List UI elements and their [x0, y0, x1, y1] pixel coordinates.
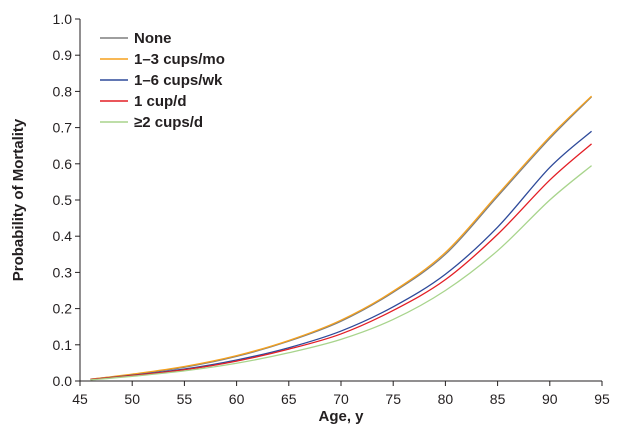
x-tick-label: 90	[542, 391, 558, 407]
x-tick-label: 50	[124, 391, 140, 407]
y-tick-label: 0.8	[53, 83, 73, 99]
x-tick-label: 70	[333, 391, 349, 407]
x-tick-label: 55	[177, 391, 193, 407]
legend-label: 1–6 cups/wk	[134, 72, 223, 89]
series-line-0	[90, 96, 593, 380]
y-tick-label: 0.9	[53, 47, 73, 63]
y-tick-label: 0.0	[53, 373, 73, 389]
series-line-2	[90, 130, 592, 381]
x-tick-label: 60	[229, 391, 245, 407]
series-line-1	[90, 95, 593, 380]
x-tick-label: 95	[594, 391, 610, 407]
y-tick-label: 0.2	[53, 301, 73, 317]
series-line-4	[90, 165, 592, 381]
y-tick-label: 0.1	[53, 337, 73, 353]
y-tick-label: 0.5	[53, 192, 73, 208]
legend-label: ≥2 cups/d	[134, 114, 203, 131]
series-line-3	[90, 143, 592, 381]
x-tick-label: 65	[281, 391, 297, 407]
y-tick-label: 0.7	[53, 120, 73, 136]
x-tick-label: 45	[72, 391, 88, 407]
y-axis-title: Probability of Mortality	[10, 118, 27, 281]
legend-label: 1–3 cups/mo	[134, 51, 225, 68]
y-tick-label: 0.3	[53, 264, 73, 280]
y-tick-label: 0.4	[53, 228, 73, 244]
x-tick-label: 80	[438, 391, 454, 407]
x-tick-label: 85	[490, 391, 506, 407]
legend-label: 1 cup/d	[134, 93, 187, 110]
x-tick-label: 75	[385, 391, 401, 407]
y-tick-label: 0.6	[53, 156, 73, 172]
x-axis-title: Age, y	[318, 408, 364, 425]
legend-label: None	[134, 30, 172, 47]
y-tick-label: 1.0	[53, 11, 73, 27]
